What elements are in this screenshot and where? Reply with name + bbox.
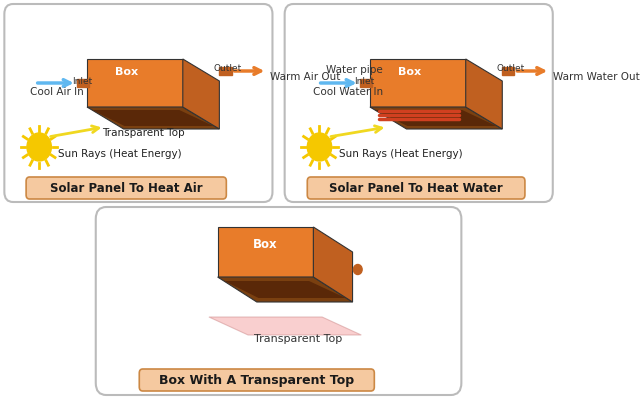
Bar [220,68,232,76]
FancyBboxPatch shape [4,5,273,203]
FancyBboxPatch shape [307,178,525,200]
Text: Transparent Top: Transparent Top [254,333,342,343]
Text: Outlet: Outlet [214,64,242,73]
Text: Water pipe: Water pipe [326,65,383,75]
Polygon shape [314,227,353,302]
Bar [360,80,372,88]
Text: Warm Air Out: Warm Air Out [270,72,340,82]
Text: Inlet: Inlet [72,77,92,86]
Polygon shape [370,60,466,108]
Text: Outlet: Outlet [497,64,525,73]
Text: Sun Rays (Heat Energy): Sun Rays (Heat Energy) [58,149,182,159]
Text: Cool Water In: Cool Water In [314,87,383,97]
Text: Solar Panel To Heat Air: Solar Panel To Heat Air [50,182,202,195]
Polygon shape [466,60,502,130]
Circle shape [307,134,332,162]
Text: Warm Water Out: Warm Water Out [553,72,639,82]
Polygon shape [370,108,502,130]
Text: Inlet: Inlet [355,77,375,86]
Text: Box: Box [253,237,278,251]
Polygon shape [87,60,183,108]
Circle shape [27,134,51,162]
Polygon shape [209,317,361,335]
Polygon shape [92,111,213,127]
Text: Box With A Transparent Top: Box With A Transparent Top [159,374,355,387]
Polygon shape [183,60,220,130]
Polygon shape [218,227,314,277]
Text: Solar Panel To Heat Water: Solar Panel To Heat Water [329,182,503,195]
Text: Box: Box [115,67,138,77]
Text: Transparent Top: Transparent Top [102,128,185,138]
FancyBboxPatch shape [140,369,374,391]
FancyBboxPatch shape [26,178,227,200]
Text: Cool Air In: Cool Air In [31,87,84,97]
Bar [77,80,89,88]
Polygon shape [375,111,496,127]
FancyBboxPatch shape [285,5,553,203]
Polygon shape [225,281,346,298]
Bar [502,68,515,76]
Circle shape [353,265,362,275]
Polygon shape [218,277,353,302]
Text: Box: Box [397,67,420,77]
Text: Sun Rays (Heat Energy): Sun Rays (Heat Energy) [339,149,462,159]
Polygon shape [87,108,220,130]
FancyBboxPatch shape [96,207,461,395]
